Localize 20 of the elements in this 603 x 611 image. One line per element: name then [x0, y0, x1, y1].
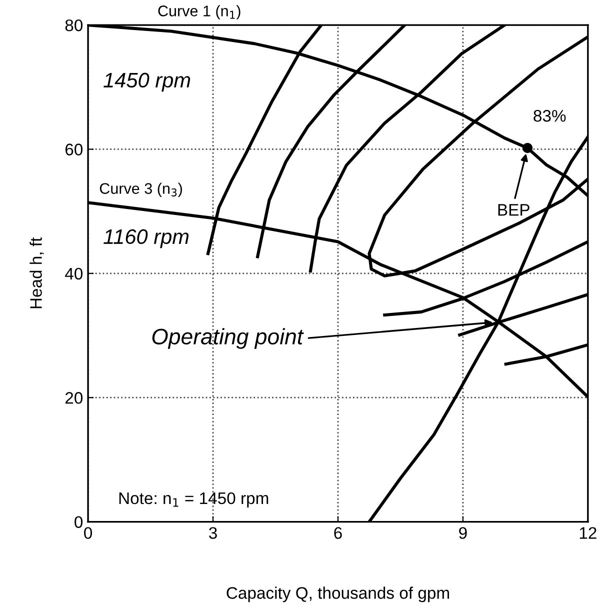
x-tick-label: 6: [334, 527, 342, 539]
y-tick-label: 80: [65, 19, 83, 32]
x-tick-label: 12: [580, 527, 596, 539]
annotation: 83%: [534, 110, 566, 122]
x-axis-title: Capacity Q, thousands of gpm: [226, 586, 449, 602]
series-label: Curve 1 (n$_{1}$): [158, 5, 240, 20]
annotation: 1160 rpm: [104, 229, 189, 248]
annotation: Note: n$_{1}$ = 1450 rpm: [119, 492, 268, 508]
y-tick-label: 40: [65, 268, 83, 280]
annotation: 1450 rpm: [104, 72, 190, 92]
y-tick-label: 20: [65, 392, 83, 404]
y-axis-title: Head h, ft: [30, 237, 44, 308]
x-tick-label: 3: [209, 527, 217, 539]
y-tick-label: 0: [74, 516, 83, 528]
annotation: Operating point: [152, 328, 304, 349]
annotation: BEP: [498, 204, 530, 216]
x-tick-label: 0: [84, 527, 92, 539]
series-label: Curve 3 (n$_{3}$): [100, 182, 182, 197]
x-tick-label: 9: [459, 527, 467, 539]
y-tick-label: 60: [65, 144, 83, 156]
